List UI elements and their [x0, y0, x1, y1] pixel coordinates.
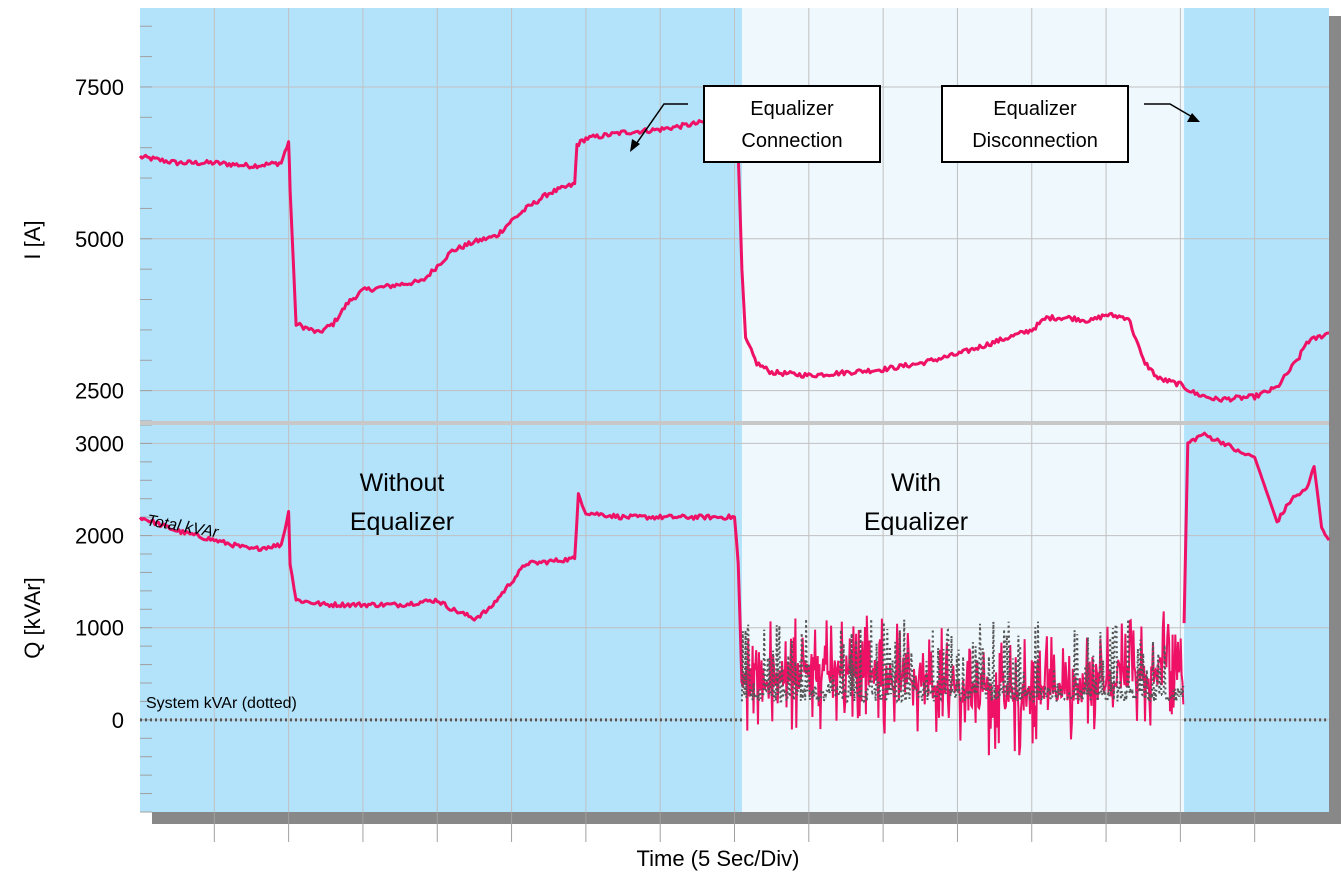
top-panel-grid [140, 8, 1329, 421]
connection-label-line1: Equalizer [750, 98, 834, 120]
panel-separator [140, 421, 1329, 425]
disconnection-label-line1: Equalizer [993, 98, 1077, 120]
reactive-power-panel: 0 1000 2000 3000 [75, 424, 1331, 813]
bottom-panel-minor-ticks [140, 424, 152, 813]
bottom-panel-series [138, 431, 1331, 756]
without-equalizer-line1: Without [360, 469, 445, 497]
connection-box [703, 85, 881, 163]
top-y-axis-label: I [A] [20, 220, 45, 259]
equalizer-disconnection-callout: Equalizer Disconnection [941, 85, 1200, 163]
bottom-panel-y-ticks: 0 1000 2000 3000 [75, 431, 124, 732]
disconnection-box [941, 85, 1129, 163]
disconnection-arrow [1144, 103, 1195, 119]
system-kvar-noise-trace [740, 618, 1185, 705]
y-tick-label: 5000 [75, 227, 124, 252]
y-tick-label: 7500 [75, 75, 124, 100]
y-tick-label: 3000 [75, 431, 124, 456]
disconnection-label-line2: Disconnection [972, 130, 1098, 152]
y-tick-label: 0 [112, 708, 124, 733]
connection-arrow [633, 103, 688, 148]
with-equalizer-line1: With [891, 469, 941, 497]
disconnection-arrowhead [1187, 113, 1200, 122]
trace-series [1182, 431, 1331, 624]
x-axis-label: Time (5 Sec/Div) [637, 846, 800, 871]
without-equalizer-line2: Equalizer [350, 508, 454, 536]
bottom-y-axis-label: Q [kVAr] [20, 577, 45, 659]
equalizer-connection-callout: Equalizer Connection [630, 85, 881, 163]
top-panel-y-ticks: 2500 5000 7500 [75, 75, 124, 404]
bottom-panel-grid [140, 425, 1329, 812]
with-equalizer-line2: Equalizer [864, 508, 968, 536]
system-kvar-label: System kVAr (dotted) [146, 695, 297, 712]
trace-series [138, 492, 744, 684]
connection-arrowhead [630, 139, 640, 152]
x-axis-ticks [213, 812, 1256, 842]
connection-label-line2: Connection [741, 130, 842, 152]
top-with-equalizer-band [741, 8, 1185, 421]
y-tick-label: 1000 [75, 616, 124, 641]
y-tick-label: 2500 [75, 379, 124, 404]
bottom-with-equalizer-band [741, 425, 1185, 812]
current-panel: 2500 5000 7500 [75, 8, 1330, 422]
y-tick-label: 2000 [75, 524, 124, 549]
